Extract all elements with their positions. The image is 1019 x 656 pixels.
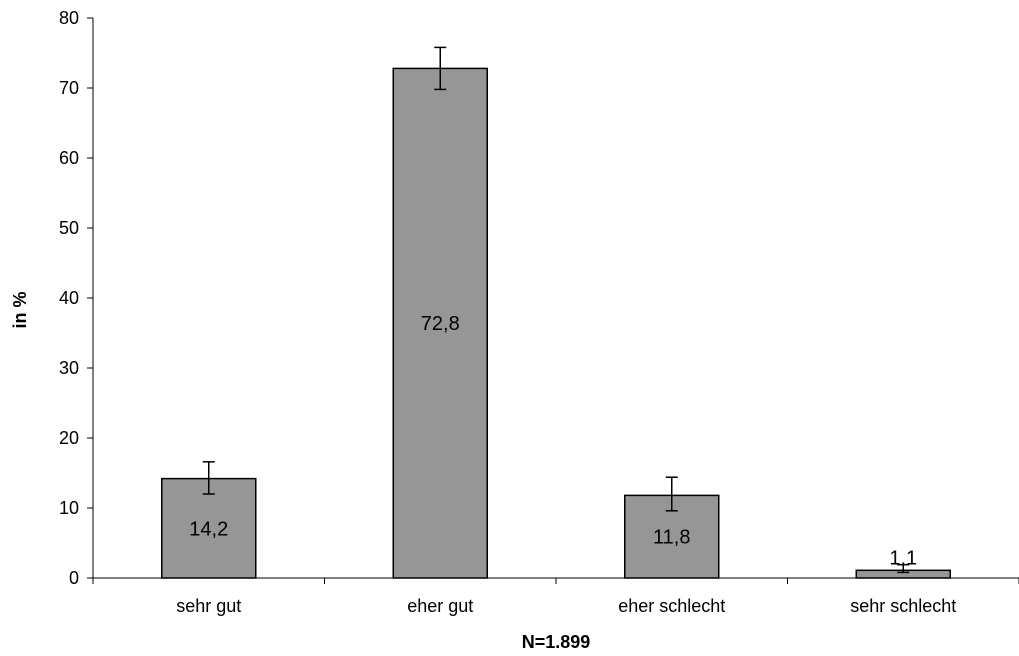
y-tick-label: 60 (59, 148, 79, 168)
y-tick-label: 80 (59, 8, 79, 28)
y-tick-label: 70 (59, 78, 79, 98)
x-category-label: sehr schlecht (850, 596, 956, 616)
bar (392, 67, 488, 579)
y-tick-label: 10 (59, 498, 79, 518)
data-label: 72,8 (421, 313, 460, 335)
y-tick-label: 20 (59, 428, 79, 448)
data-label: 11,8 (653, 527, 690, 549)
labels-group: 14,2 sehr gut 72,8 eher gut 11,8 eher schlech… (176, 313, 956, 616)
x-category-label: eher schlecht (618, 596, 725, 616)
y-axis-title: in % (10, 291, 30, 328)
bar (624, 494, 720, 579)
y-tick-label: 0 (69, 568, 79, 588)
data-label: 1,1 (889, 547, 917, 569)
data-label: 14,2 (189, 518, 228, 540)
x-axis-title: N=1.899 (522, 632, 591, 652)
x-category-label: eher gut (407, 596, 473, 616)
bar (161, 477, 257, 579)
bars-group (161, 67, 951, 579)
x-category-label: sehr gut (176, 596, 241, 616)
y-tick-label: 30 (59, 358, 79, 378)
y-tick-label: 50 (59, 218, 79, 238)
axes: 0 10 20 30 40 50 60 70 80 (59, 8, 1019, 588)
error-bars-group (202, 46, 910, 574)
y-tick-label: 40 (59, 288, 79, 308)
